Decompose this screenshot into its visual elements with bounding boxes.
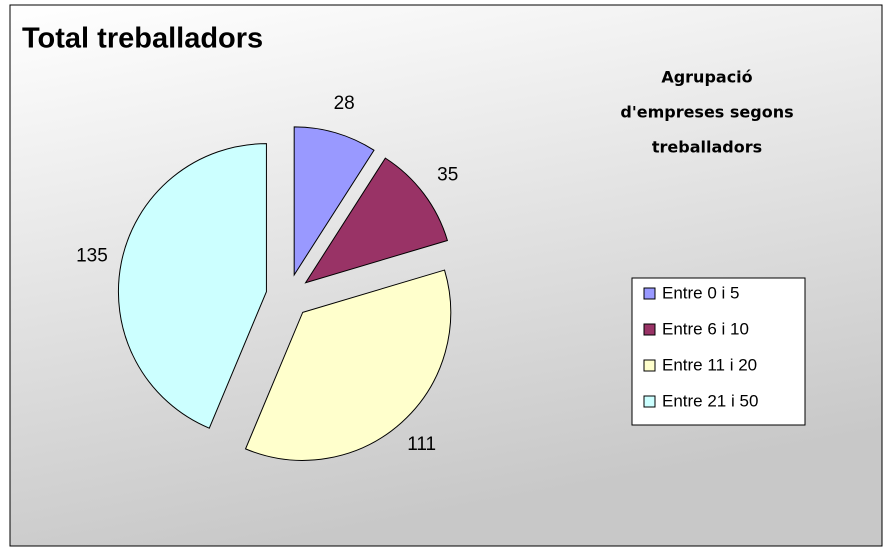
annotation: Agrupació d'empreses segons treballadors bbox=[620, 68, 793, 157]
legend-label: Entre 21 i 50 bbox=[662, 391, 758, 410]
legend-label: Entre 0 i 5 bbox=[662, 283, 740, 302]
data-label: 135 bbox=[76, 246, 108, 267]
data-label: 28 bbox=[334, 93, 355, 114]
legend-label: Entre 6 i 10 bbox=[662, 319, 749, 338]
legend-swatch bbox=[643, 287, 656, 300]
data-label: 35 bbox=[437, 165, 458, 186]
legend-label: Entre 11 i 20 bbox=[662, 355, 757, 374]
legend-swatch bbox=[643, 323, 656, 336]
pie-slice bbox=[304, 157, 449, 284]
legend-swatch bbox=[643, 395, 656, 408]
legend-swatch bbox=[643, 359, 656, 372]
annotation-line: d'empreses segons bbox=[620, 103, 793, 122]
pie-slice bbox=[293, 126, 375, 277]
pie-slice bbox=[244, 269, 452, 461]
chart-title: Total treballadors bbox=[22, 23, 263, 55]
data-label: 111 bbox=[407, 434, 436, 455]
annotation-line: Agrupació bbox=[661, 68, 752, 87]
annotation-line: treballadors bbox=[652, 138, 762, 157]
pie-slice bbox=[118, 143, 267, 429]
legend-box bbox=[631, 277, 806, 426]
